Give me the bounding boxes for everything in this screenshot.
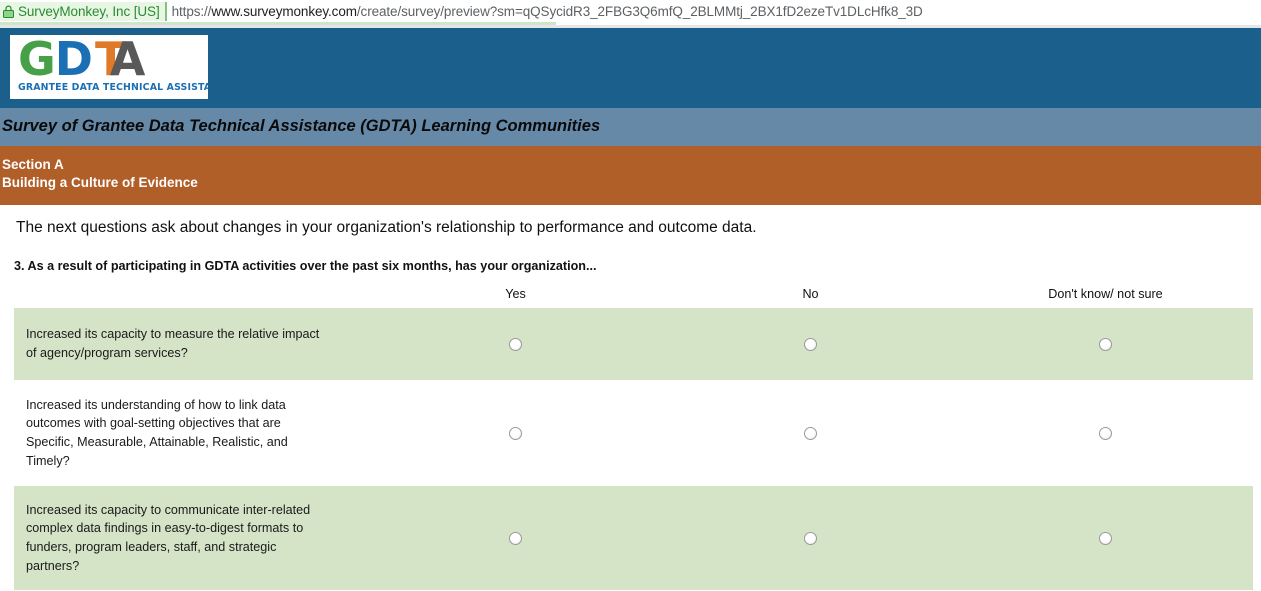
- radio-button[interactable]: [804, 531, 817, 545]
- omnibox-divider: [0, 25, 1261, 28]
- url-host: www.surveymonkey.com: [211, 3, 357, 19]
- matrix-row-label: Increased its capacity to communicate in…: [26, 502, 311, 573]
- site-identity-label: SurveyMonkey, Inc [US]: [18, 3, 160, 19]
- logo-letter-a: A: [109, 35, 146, 86]
- lock-icon: [3, 5, 14, 18]
- logo-letter-t: T: [94, 35, 123, 86]
- section-label: Section A: [2, 157, 64, 172]
- question-prompt: 3. As a result of participating in GDTA …: [14, 259, 597, 273]
- gdta-logo: GDTA GRANTEE DATA TECHNICAL ASSISTANCE: [10, 35, 208, 99]
- omnibox-highlight-underline: [0, 22, 556, 25]
- table-row: Increased its capacity to communicate in…: [14, 486, 1253, 590]
- matrix-corner-spacer: [14, 286, 368, 308]
- matrix-row-label: Increased its understanding of how to li…: [26, 397, 288, 468]
- section-header-band: Section A Building a Culture of Evidence: [0, 146, 1261, 205]
- url-text[interactable]: https://www.surveymonkey.com/create/surv…: [167, 4, 923, 19]
- logo-letter-g: G: [18, 35, 56, 86]
- intro-paragraph: The next questions ask about changes in …: [16, 219, 757, 236]
- logo-wordmark: GDTA: [18, 35, 153, 84]
- browser-address-bar[interactable]: SurveyMonkey, Inc [US] https://www.surve…: [0, 0, 1261, 22]
- table-row: Increased its understanding of how to li…: [14, 380, 1253, 486]
- logo-letter-d: D: [54, 35, 93, 86]
- matrix-column-header-dont-know: Don't know/ not sure: [1048, 287, 1163, 301]
- logo-subtitle: GRANTEE DATA TECHNICAL ASSISTANCE: [18, 82, 208, 93]
- radio-button[interactable]: [509, 531, 522, 545]
- matrix-cell-row3-yes[interactable]: [368, 486, 663, 590]
- matrix-cell-row1-dont-know[interactable]: [958, 308, 1253, 380]
- section-name: Building a Culture of Evidence: [2, 175, 198, 190]
- survey-title: Survey of Grantee Data Technical Assista…: [2, 117, 601, 135]
- matrix-column-headers: Yes No Don't know/ not sure: [14, 286, 1253, 308]
- survey-title-band: Survey of Grantee Data Technical Assista…: [0, 108, 1261, 146]
- radio-button[interactable]: [1099, 426, 1112, 440]
- matrix-cell-row2-yes[interactable]: [368, 380, 663, 486]
- radio-button[interactable]: [804, 337, 817, 351]
- url-path: /create/survey/preview?sm=qQSycidR3_2FBG…: [356, 3, 923, 19]
- matrix-cell-row2-dont-know[interactable]: [958, 380, 1253, 486]
- matrix-cell-row2-no[interactable]: [663, 380, 958, 486]
- brand-header-band: [0, 28, 1261, 108]
- radio-button[interactable]: [804, 426, 817, 440]
- matrix-row-label: Increased its capacity to measure the re…: [26, 327, 320, 360]
- matrix-cell-row1-no[interactable]: [663, 308, 958, 380]
- matrix-cell-row3-dont-know[interactable]: [958, 486, 1253, 590]
- matrix-cell-row3-no[interactable]: [663, 486, 958, 590]
- matrix-cell-row1-yes[interactable]: [368, 308, 663, 380]
- radio-button[interactable]: [1099, 337, 1112, 351]
- table-row: Increased its capacity to measure the re…: [14, 308, 1253, 380]
- radio-button[interactable]: [1099, 531, 1112, 545]
- matrix-question-grid: Yes No Don't know/ not sure Increased it…: [14, 286, 1253, 590]
- radio-button[interactable]: [509, 337, 522, 351]
- radio-button[interactable]: [509, 426, 522, 440]
- matrix-column-header-yes: Yes: [505, 287, 526, 301]
- site-identity-chip[interactable]: SurveyMonkey, Inc [US]: [0, 1, 167, 21]
- matrix-column-header-no: No: [802, 287, 819, 301]
- url-scheme: https://: [171, 3, 212, 19]
